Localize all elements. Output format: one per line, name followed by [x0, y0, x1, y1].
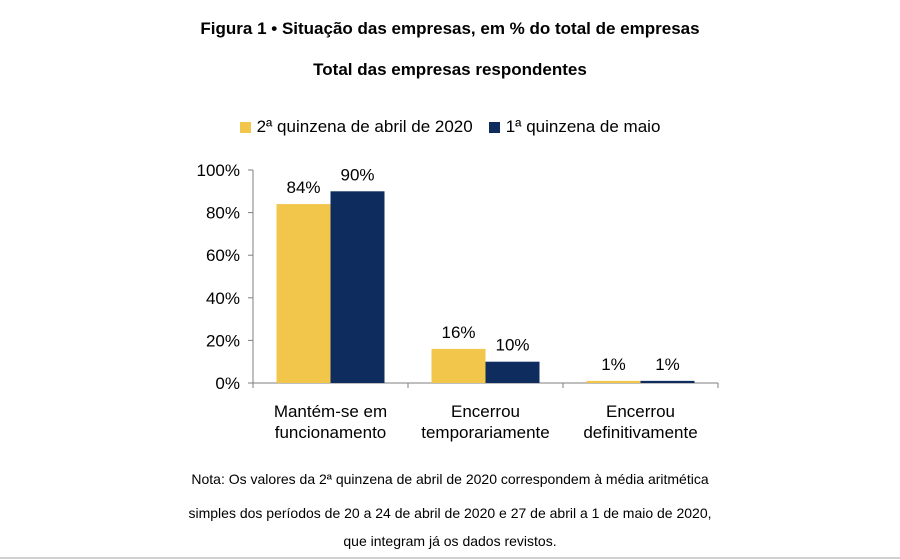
- y-tick-label: 40%: [206, 289, 240, 308]
- legend-swatch-april: [239, 121, 251, 133]
- chart-legend: 2ª quinzena de abril de 2020 1ª quinzena…: [0, 117, 900, 137]
- legend-label-may: 1ª quinzena de maio: [505, 117, 661, 136]
- y-tick-label: 60%: [206, 246, 240, 265]
- category-label: Mantém-se em: [274, 402, 387, 421]
- legend-item-april: 2ª quinzena de abril de 2020: [239, 117, 473, 137]
- category-label: temporariamente: [421, 423, 550, 442]
- note-line-1: Nota: Os valores da 2ª quinzena de abril…: [191, 471, 709, 487]
- bar-may: [640, 380, 695, 383]
- bar-chart: 0% 20% 40% 60% 80% 100% 84% 90% Mantém-se em func…: [197, 161, 719, 442]
- data-label: 1%: [601, 355, 626, 374]
- note-line-2: simples dos períodos de 20 a 24 de abril…: [188, 505, 712, 521]
- note-line-3: que integram já os dados revistos.: [343, 533, 557, 549]
- y-tick-label: 80%: [206, 204, 240, 223]
- figure-title: Figura 1 • Situação das empresas, em % d…: [200, 19, 700, 38]
- data-label: 1%: [655, 355, 680, 374]
- bottom-divider: [0, 557, 900, 559]
- y-tick-label: 20%: [206, 331, 240, 350]
- bar-april: [276, 204, 331, 383]
- chart-subtitle: Total das empresas respondentes: [313, 60, 587, 79]
- legend-item-may: 1ª quinzena de maio: [488, 117, 661, 137]
- data-label: 90%: [340, 165, 374, 184]
- bar-may: [485, 361, 540, 383]
- data-label: 84%: [286, 178, 320, 197]
- legend-swatch-may: [488, 121, 500, 133]
- y-tick-label: 0%: [215, 374, 240, 393]
- category-label: Encerrou: [606, 402, 675, 421]
- category-label: definitivamente: [583, 423, 697, 442]
- legend-label-april: 2ª quinzena de abril de 2020: [256, 117, 473, 136]
- bar-april: [586, 380, 641, 383]
- data-label: 16%: [441, 323, 475, 342]
- bar-april: [431, 348, 486, 383]
- bar-may: [330, 191, 385, 383]
- data-label: 10%: [495, 336, 529, 355]
- category-label: Encerrou: [451, 402, 520, 421]
- category-label: funcionamento: [275, 423, 387, 442]
- y-tick-label: 100%: [197, 161, 240, 180]
